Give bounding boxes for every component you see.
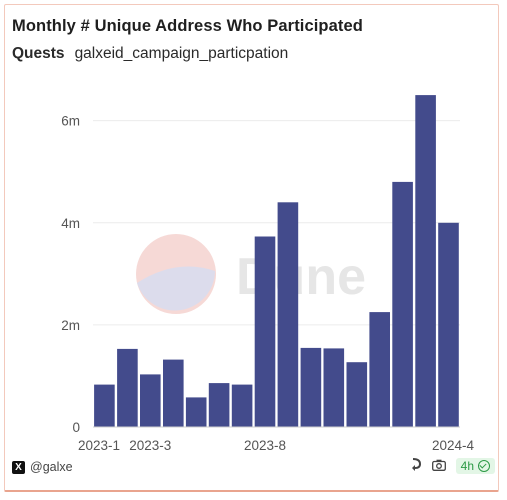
- bar-2023-7[interactable]: [231, 384, 253, 427]
- bar-2023-3[interactable]: [140, 374, 161, 427]
- y-tick-label: 0: [72, 420, 80, 435]
- dune-watermark: Dune: [136, 234, 366, 314]
- bar-2023-6[interactable]: [208, 383, 230, 427]
- subtitle-value: galxeid_campaign_particpation: [74, 45, 289, 62]
- bar-2023-2[interactable]: [117, 348, 138, 427]
- bar-2024-2[interactable]: [392, 181, 413, 427]
- refresh-badge[interactable]: 4h: [455, 458, 495, 474]
- bar-2023-8[interactable]: [254, 236, 276, 428]
- bar-2024-1[interactable]: [369, 312, 390, 427]
- x-tick-label: 2023-3: [129, 438, 171, 453]
- check-circle-icon: [478, 460, 490, 472]
- y-tick-label: 6m: [61, 114, 80, 129]
- share-icon[interactable]: [410, 457, 422, 475]
- y-tick-labels: 0 2m 4m 6m: [61, 114, 80, 435]
- x-tick-label: 2024-4: [432, 438, 475, 453]
- subtitle-label: Quests: [12, 45, 65, 62]
- bar-2023-1[interactable]: [94, 384, 115, 427]
- x-tick-label: 2023-8: [244, 438, 286, 453]
- bars: [94, 95, 459, 427]
- x-logo-icon[interactable]: X: [12, 460, 25, 474]
- footer-right: 4h: [410, 455, 495, 477]
- bar-2023-10[interactable]: [300, 347, 322, 427]
- x-tick-label: 2023-1: [78, 438, 120, 453]
- bar-2023-5[interactable]: [185, 397, 207, 427]
- author-handle[interactable]: @galxe: [30, 460, 73, 474]
- camera-icon[interactable]: [431, 459, 446, 474]
- bar-2023-11[interactable]: [323, 348, 345, 427]
- y-tick-label: 2m: [61, 318, 80, 333]
- footer-left: X @galxe: [12, 458, 73, 476]
- chart-subtitle: Quests galxeid_campaign_particpation: [12, 45, 288, 63]
- bar-2023-12[interactable]: [346, 362, 368, 427]
- bar-2023-4[interactable]: [163, 359, 184, 427]
- x-tick-labels: 2023-1 2023-3 2023-8 2024-4: [78, 438, 474, 453]
- y-tick-label: 4m: [61, 216, 80, 231]
- chart-title: Monthly # Unique Address Who Participate…: [12, 17, 363, 35]
- bar-2023-9[interactable]: [277, 202, 299, 427]
- bar-2024-3[interactable]: [415, 95, 436, 427]
- bar-2024-4[interactable]: [438, 222, 459, 427]
- refresh-label: 4h: [460, 459, 474, 473]
